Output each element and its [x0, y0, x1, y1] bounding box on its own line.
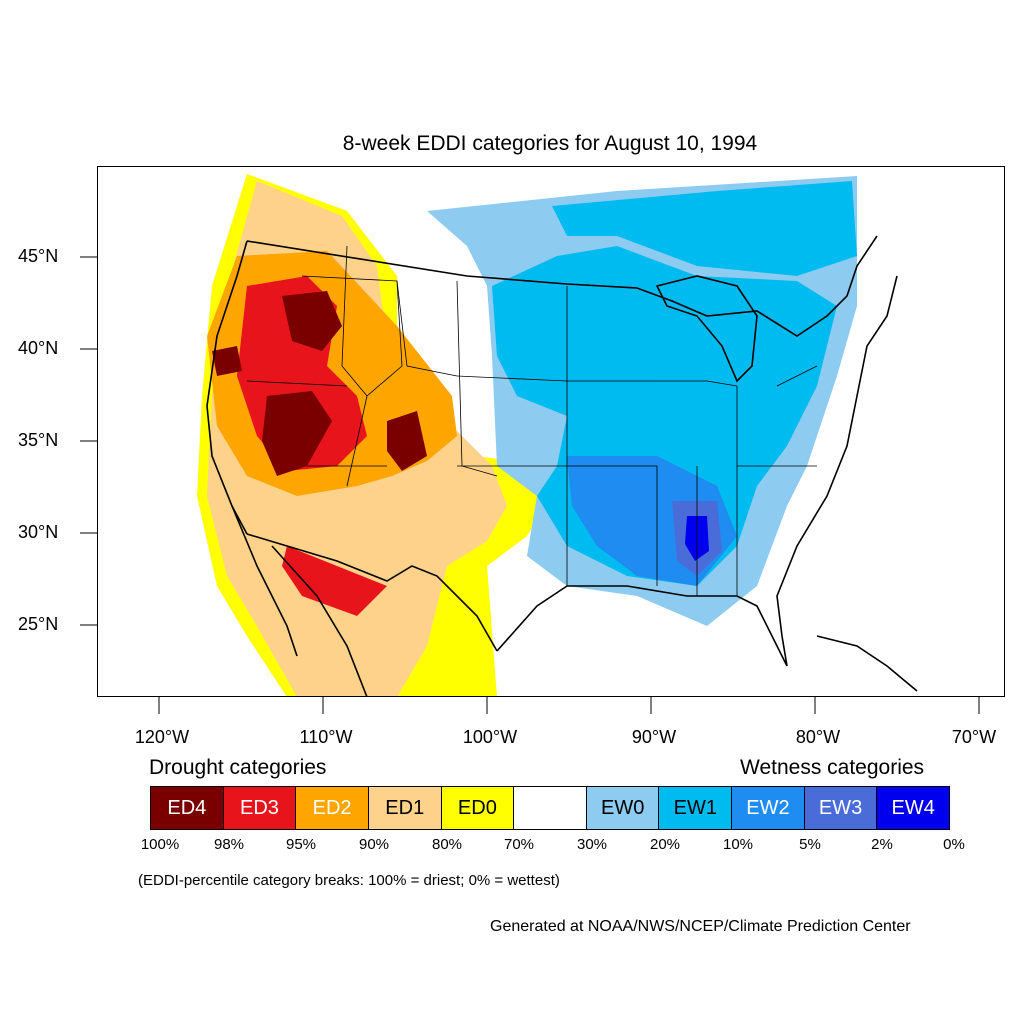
lon-label-90: 90°W	[631, 727, 677, 747]
map-outlines	[206, 235, 918, 697]
legend-label: ED4	[167, 796, 207, 819]
legend-label: EW2	[746, 796, 790, 819]
legend-label: ED0	[457, 796, 497, 819]
lat-label-45: 45°N	[18, 246, 59, 266]
break-label: 20%	[649, 836, 681, 853]
category-break-note: (EDDI-percentile category breaks: 100% =…	[138, 872, 560, 889]
break-label: 70%	[503, 836, 535, 853]
break-label: 80%	[431, 836, 463, 853]
legend-cell-ew3: EW3	[804, 787, 878, 829]
lon-label-120: 120°W	[134, 727, 190, 747]
lon-label-100: 100°W	[462, 727, 518, 747]
break-label: 30%	[576, 836, 608, 853]
credit-line: Generated at NOAA/NWS/NCEP/Climate Predi…	[490, 918, 911, 935]
legend-cell-ew2: EW2	[732, 787, 805, 829]
lon-label-70: 70°W	[951, 727, 997, 747]
break-label: 100%	[140, 836, 180, 853]
lat-label-30: 30°N	[18, 522, 59, 542]
eddi-map	[97, 166, 1005, 697]
legend-label: EW3	[818, 796, 863, 819]
break-label: 10%	[722, 836, 754, 853]
legend-label: ED3	[240, 796, 279, 819]
legend-cell-ed4: ED4	[151, 787, 224, 829]
legend-cell-ew0: EW0	[586, 787, 660, 829]
mexico-mainland-coast	[271, 545, 368, 697]
ed4-area	[212, 346, 242, 376]
ed4-area	[262, 391, 332, 476]
map-title: 8-week EDDI categories for August 10, 19…	[342, 132, 758, 155]
legend-label: EW1	[673, 796, 717, 819]
legend-label: ED1	[385, 796, 425, 819]
cuba	[816, 635, 918, 692]
break-label: 5%	[799, 836, 821, 853]
great-lakes	[655, 275, 758, 383]
map-border	[97, 166, 1005, 697]
us-canada-border	[246, 235, 878, 337]
break-label: 95%	[285, 836, 317, 853]
lat-label-35: 35°N	[18, 430, 59, 450]
legend-cell-neutral	[514, 787, 587, 829]
legend-label: EW4	[891, 796, 935, 819]
state-borders	[246, 245, 818, 596]
lon-label-80: 80°W	[795, 727, 841, 747]
lat-label-25: 25°N	[18, 614, 59, 634]
break-label: 98%	[213, 836, 245, 853]
drought-region	[197, 174, 552, 697]
wetness-region	[427, 176, 857, 626]
ed4-area	[387, 411, 427, 471]
legend-cell-ed0: ED0	[441, 787, 515, 829]
legend-cell-ed1: ED1	[368, 787, 442, 829]
legend-cell-ed3: ED3	[223, 787, 297, 829]
break-label: 2%	[871, 836, 893, 853]
break-label: 0%	[943, 836, 965, 853]
legend-label: EW0	[600, 796, 645, 819]
lat-label-40: 40°N	[18, 338, 59, 358]
legend-cell-ew4: EW4	[877, 787, 950, 829]
us-mexico-border	[246, 533, 498, 652]
legend-cell-ed2: ED2	[296, 787, 369, 829]
legend-cell-ew1: EW1	[659, 787, 733, 829]
lon-label-110: 110°W	[299, 727, 353, 747]
mexico-baja-coast	[231, 505, 298, 657]
ed3-area	[282, 546, 387, 616]
us-gulf-east-coast	[496, 275, 898, 667]
legend-label: ED2	[312, 796, 352, 819]
wetness-categories-title: Wetness categories	[740, 756, 925, 779]
break-label: 90%	[358, 836, 390, 853]
drought-categories-title: Drought categories	[149, 756, 327, 779]
ew1-area	[552, 181, 857, 276]
legend-color-bar: ED4 ED3 ED2 ED1 ED0 EW0 EW1 EW2 EW3 EW4	[150, 786, 950, 830]
ed4-area	[282, 291, 342, 351]
